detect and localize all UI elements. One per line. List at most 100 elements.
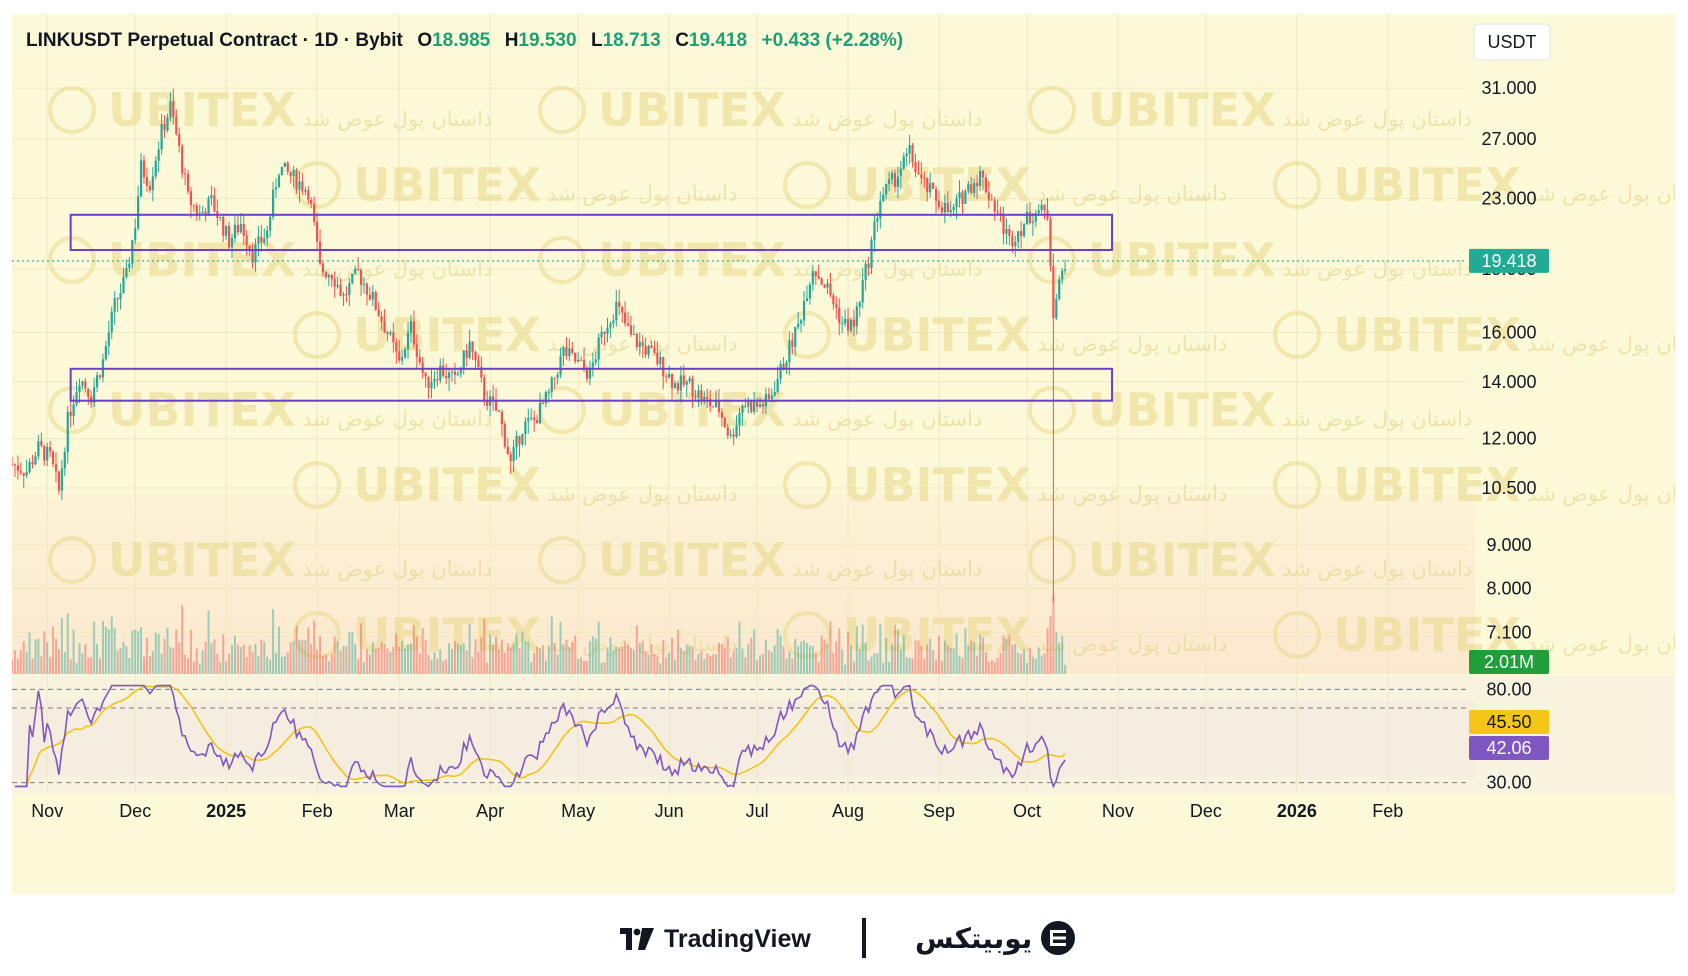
rsi-ma-line (14, 685, 1066, 788)
volume-bar (389, 651, 392, 674)
candle-body (984, 177, 988, 193)
candle-body (867, 263, 870, 269)
candle (688, 375, 691, 384)
tradingview-text: TradingView (664, 924, 811, 953)
time-axis[interactable]: Nov Dec 2025 Feb Mar Apr May Jun Jul Aug Sep Oct Nov… (31, 801, 1403, 821)
candle-body (800, 320, 803, 324)
candle-body (122, 276, 125, 294)
candle-body (714, 400, 718, 407)
volume-bar (635, 625, 638, 674)
candle-body (794, 327, 797, 347)
candle (371, 284, 374, 307)
volume-bar (741, 648, 744, 674)
candle (838, 298, 841, 336)
volume-bar (832, 652, 835, 674)
candle-body (186, 173, 190, 192)
volume-bar (556, 654, 559, 674)
candle-body (820, 278, 823, 285)
watermark-brand: UBITEX (1333, 458, 1521, 512)
time-tick-label: 2026 (1277, 801, 1317, 821)
volume-bar (1023, 649, 1026, 674)
volume-bar (955, 633, 958, 674)
candle (685, 379, 688, 398)
candle-body (530, 417, 533, 419)
volume-bar (571, 641, 574, 674)
volume-bar (720, 644, 723, 674)
volume-bar (119, 648, 122, 674)
volume-bar (937, 635, 940, 674)
support-resistance-zones[interactable] (69, 213, 1114, 402)
candle-body (662, 357, 665, 377)
time-tick-label: Feb (302, 801, 333, 821)
currency-button[interactable]: USDT (1473, 23, 1551, 61)
candle (453, 362, 457, 385)
volume-bar (629, 647, 632, 674)
candle (577, 352, 580, 363)
candle-body (40, 441, 43, 446)
volume-bar (717, 642, 720, 674)
volume-bar (427, 655, 430, 674)
volume-bar (474, 638, 477, 674)
candle-body (835, 304, 838, 308)
watermark-logo-icon (48, 386, 96, 434)
volume-bar (679, 647, 682, 674)
candle (128, 256, 131, 272)
candle (937, 190, 941, 211)
candle (1055, 293, 1058, 321)
volume-bar (492, 644, 495, 674)
candle-body (612, 320, 615, 324)
candle (430, 369, 433, 399)
volume-bar (800, 641, 803, 674)
candle-body (198, 213, 201, 215)
time-tick-label: Jul (746, 801, 769, 821)
volume-bar (324, 654, 327, 674)
volume-bar (421, 628, 424, 674)
candle-body (87, 388, 90, 397)
volume-bar (782, 646, 785, 674)
volume-bar (981, 637, 984, 674)
candle-body (559, 355, 562, 375)
volume-bar (662, 639, 665, 674)
candle (858, 300, 861, 317)
candle-body (43, 445, 46, 461)
candle-body (943, 202, 946, 213)
candle (148, 180, 151, 193)
legend-high: 19.530 (518, 30, 576, 51)
volume-bar (914, 640, 917, 674)
candle (720, 408, 723, 427)
candle (327, 273, 330, 287)
candle (310, 197, 313, 209)
candle (509, 451, 512, 474)
chart-canvas[interactable]: UBITEX داستان پول عوض شد UBITEX داستان پول … (12, 14, 1675, 894)
volume-bar (979, 634, 982, 674)
candle-body (785, 362, 788, 370)
candle (192, 204, 195, 212)
candle-body (864, 263, 867, 281)
volume-bar (709, 655, 712, 674)
candle (31, 454, 34, 469)
candle (392, 322, 395, 353)
candle (471, 341, 474, 360)
volume-bar (750, 637, 753, 674)
candle-body (1022, 224, 1026, 236)
candle-body (761, 404, 765, 407)
volume-bar (134, 629, 137, 674)
candle-body (148, 185, 151, 191)
volume-bar (175, 629, 178, 674)
volume-bar (407, 644, 410, 674)
price-axis[interactable]: 31.00027.00023.00019.00016.00014.00012.0… (1481, 78, 1536, 642)
volume-bar (621, 646, 624, 674)
candle (333, 271, 336, 298)
candle-body (274, 187, 278, 190)
volume-bar (952, 648, 955, 674)
candle (477, 354, 480, 368)
candle-body (145, 177, 149, 186)
candle-body (914, 162, 917, 173)
candle (1017, 230, 1020, 249)
candle-body (585, 368, 589, 379)
candle-body (506, 446, 509, 455)
volume-bar (222, 634, 225, 674)
candle (808, 281, 812, 305)
candle (691, 375, 694, 409)
candle-body (31, 461, 34, 465)
